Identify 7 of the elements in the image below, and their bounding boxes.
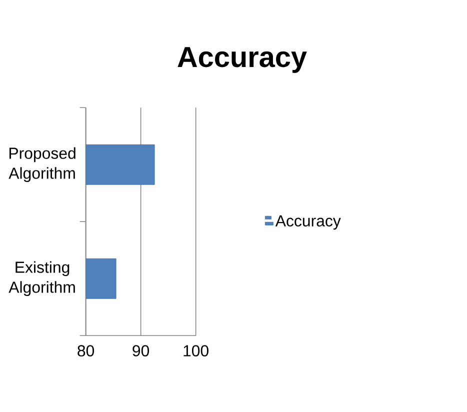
x-tick-label: 90 <box>132 345 150 356</box>
y-tick-label: Proposed Algorithm <box>8 147 76 182</box>
chart-title: Accuracy <box>178 47 307 73</box>
legend-label: Accuracy <box>275 215 341 230</box>
x-tick-label: 80 <box>78 345 94 356</box>
x-tick-label: 100 <box>184 345 208 356</box>
y-tick-label: Existing Algorithm <box>8 261 75 296</box>
